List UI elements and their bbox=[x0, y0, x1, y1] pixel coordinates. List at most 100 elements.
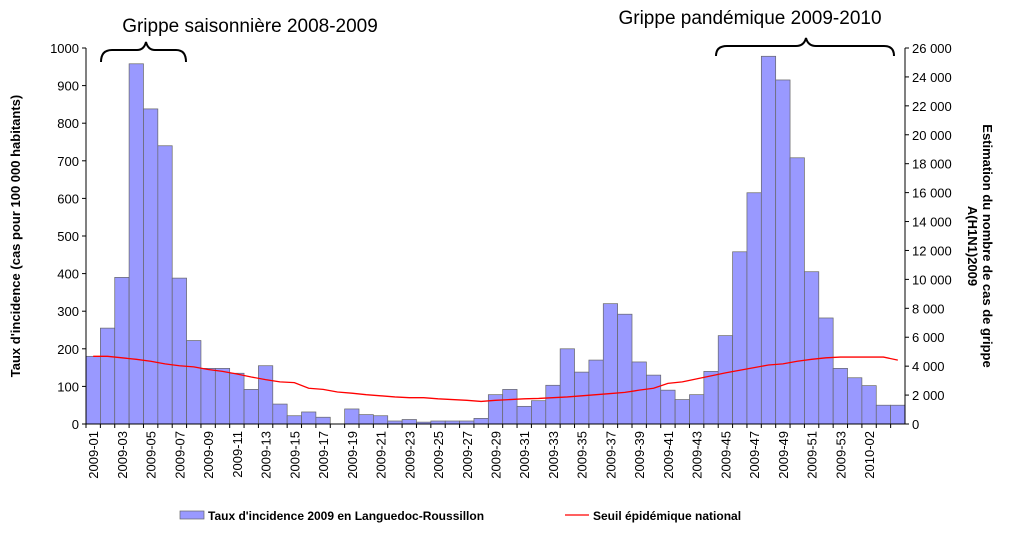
line bbox=[93, 355, 898, 403]
legend-label: Taux d'incidence 2009 en Languedoc-Rouss… bbox=[208, 509, 484, 523]
y2-tick-label: 14 000 bbox=[912, 215, 952, 230]
annotation: Grippe saisonnière 2008-2009 bbox=[122, 16, 378, 37]
bar bbox=[760, 55, 777, 425]
bar bbox=[143, 108, 159, 425]
brace bbox=[715, 37, 895, 57]
bar bbox=[114, 277, 130, 425]
bar bbox=[631, 361, 647, 425]
y2-tick-label: 6 000 bbox=[912, 330, 945, 345]
x-tick-label: 2009-33 bbox=[546, 431, 561, 479]
bar bbox=[200, 368, 216, 425]
x-tick-label: 2009-17 bbox=[316, 431, 331, 479]
x-tick-label: 2009-23 bbox=[402, 431, 417, 479]
y-tick-label: 100 bbox=[57, 379, 79, 394]
y2-tick-label: 12 000 bbox=[912, 243, 952, 258]
x-tick-label: 2009-39 bbox=[632, 431, 647, 479]
bar bbox=[775, 79, 791, 425]
bar bbox=[875, 404, 891, 425]
x-tick-label: 2009-37 bbox=[603, 431, 618, 479]
bar bbox=[502, 389, 518, 425]
y2-tick-label: 4 000 bbox=[912, 359, 945, 374]
bar bbox=[100, 327, 116, 425]
bar bbox=[559, 348, 575, 425]
x-tick-label: 2009-27 bbox=[460, 431, 475, 479]
bar bbox=[157, 145, 173, 425]
y2-tick-label: 0 bbox=[912, 417, 919, 432]
bar bbox=[531, 400, 547, 425]
y2-tick-label: 20 000 bbox=[912, 128, 952, 143]
bar bbox=[818, 317, 834, 425]
bar bbox=[258, 365, 274, 425]
x-tick-label: 2009-01 bbox=[86, 431, 101, 479]
bar bbox=[401, 419, 417, 425]
bar bbox=[229, 372, 245, 425]
annotation: Grippe pandémique 2009-2010 bbox=[618, 8, 881, 29]
bar bbox=[646, 374, 662, 425]
x-tick-label: 2009-19 bbox=[345, 431, 360, 479]
y-tick-label: 500 bbox=[57, 229, 79, 244]
x-tick-label: 2009-13 bbox=[259, 431, 274, 479]
y-axis-title: Taux d'incidence (cas pour 100 000 habit… bbox=[8, 95, 23, 377]
x-tick-label: 2009-31 bbox=[517, 431, 532, 479]
x-tick-label: 2009-03 bbox=[115, 431, 130, 479]
bar bbox=[85, 355, 101, 425]
x-tick-label: 2009-07 bbox=[172, 431, 187, 479]
bar bbox=[574, 371, 590, 425]
bar bbox=[516, 405, 532, 425]
bar bbox=[272, 403, 288, 425]
y-tick-label: 0 bbox=[72, 417, 79, 432]
legend-swatch bbox=[179, 510, 205, 520]
bar bbox=[186, 340, 202, 425]
x-tick-label: 2009-11 bbox=[230, 431, 245, 478]
bar bbox=[358, 414, 374, 425]
y-tick-label: 900 bbox=[57, 79, 79, 94]
bar bbox=[487, 394, 504, 425]
y-tick-label: 600 bbox=[57, 191, 79, 206]
y2-tick-label: 2 000 bbox=[912, 388, 945, 403]
bar bbox=[344, 408, 360, 425]
y2-axis-title: Estimation du nombre de cas de grippe bbox=[980, 124, 995, 367]
bar bbox=[214, 368, 231, 425]
x-tick-label: 2009-47 bbox=[747, 431, 762, 479]
y-tick-label: 1000 bbox=[50, 41, 79, 56]
x-tick-label: 2009-41 bbox=[661, 431, 676, 479]
x-tick-label: 2009-53 bbox=[833, 431, 848, 479]
x-tick-label: 2009-45 bbox=[718, 431, 733, 479]
x-tick-label: 2010-02 bbox=[862, 431, 877, 479]
bar bbox=[890, 404, 906, 425]
y-tick-label: 800 bbox=[57, 116, 79, 131]
bar bbox=[804, 271, 820, 425]
y2-tick-label: 26 000 bbox=[912, 41, 952, 56]
bar bbox=[660, 389, 676, 425]
x-tick-label: 2009-09 bbox=[201, 431, 216, 479]
brace bbox=[100, 41, 187, 63]
y-tick-label: 700 bbox=[57, 154, 79, 169]
x-tick-label: 2009-51 bbox=[805, 431, 820, 479]
x-tick-label: 2009-05 bbox=[144, 431, 159, 479]
bar bbox=[128, 63, 144, 425]
x-tick-label: 2009-35 bbox=[575, 431, 590, 479]
x-tick-label: 2009-43 bbox=[690, 431, 705, 479]
bar bbox=[732, 251, 748, 425]
y2-tick-label: 24 000 bbox=[912, 70, 952, 85]
x-tick-label: 2009-49 bbox=[776, 431, 791, 479]
bar bbox=[746, 192, 762, 425]
bar bbox=[171, 277, 187, 425]
y-tick-label: 200 bbox=[57, 342, 79, 357]
legend-label: Seuil épidémique national bbox=[593, 509, 741, 523]
x-tick-label: 2009-29 bbox=[489, 431, 504, 479]
x-tick-label: 2009-21 bbox=[374, 431, 389, 479]
bar bbox=[703, 371, 719, 425]
y2-tick-label: 10 000 bbox=[912, 272, 952, 287]
bar bbox=[373, 415, 389, 425]
bar bbox=[832, 368, 848, 425]
bar bbox=[286, 415, 302, 425]
bar bbox=[717, 335, 733, 425]
bar bbox=[861, 385, 877, 425]
y2-tick-label: 8 000 bbox=[912, 301, 945, 316]
x-tick-label: 2009-15 bbox=[287, 431, 302, 479]
bar bbox=[315, 416, 331, 425]
bar bbox=[588, 359, 604, 425]
y2-tick-label: 18 000 bbox=[912, 157, 952, 172]
